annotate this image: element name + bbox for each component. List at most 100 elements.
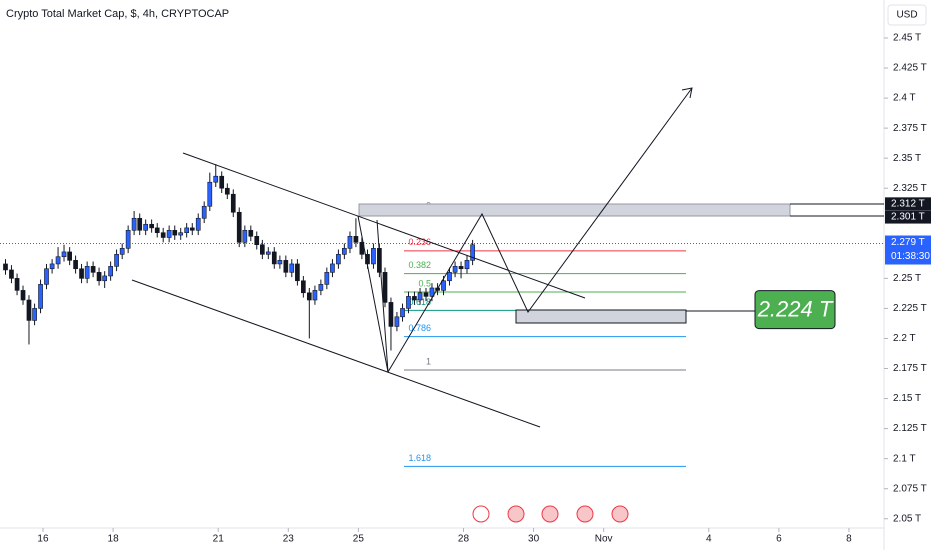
candle-body — [417, 292, 423, 301]
candle-body — [160, 232, 166, 238]
fib-label: 0.5 — [418, 278, 431, 288]
fib-label: 1.618 — [408, 453, 431, 463]
candle-body — [336, 254, 341, 265]
candle-body — [154, 227, 160, 233]
candle-body — [102, 275, 108, 282]
candle-body — [441, 280, 446, 291]
candle-body — [149, 223, 154, 229]
event-icons — [472, 505, 629, 523]
y-tick-label: 2.225 T — [893, 303, 927, 314]
candle-body — [283, 260, 289, 273]
candle-body — [295, 263, 300, 282]
candle-body — [44, 268, 49, 285]
candle-body — [412, 296, 417, 301]
y-tick-label: 2.075 T — [893, 483, 927, 494]
candle-body — [260, 244, 265, 255]
candle-body — [301, 280, 306, 294]
resistance-zone — [358, 203, 791, 217]
candle-body — [318, 284, 324, 291]
x-tick-label: 6 — [776, 534, 782, 545]
candle-body — [230, 193, 236, 213]
candle-body — [184, 227, 190, 233]
fib-label: 1 — [426, 356, 431, 366]
candle-body — [84, 266, 90, 279]
candle-body — [312, 290, 318, 301]
y-tick-label: 2.15 T — [893, 393, 921, 404]
candle-body — [406, 296, 411, 309]
x-tick-label: 23 — [283, 534, 295, 545]
candle-body — [49, 263, 55, 270]
candle-body — [464, 260, 470, 270]
candle-body — [219, 175, 225, 189]
candle-body — [330, 263, 335, 273]
candle-body — [242, 229, 248, 243]
event-icon[interactable] — [507, 505, 525, 523]
candle-body — [143, 223, 149, 231]
candle-body — [342, 248, 347, 255]
event-icon[interactable] — [472, 505, 490, 523]
event-icon[interactable] — [576, 505, 594, 523]
channel-line — [131, 279, 541, 428]
candle-body — [189, 227, 195, 231]
channel-line — [182, 152, 586, 299]
support-zone — [515, 309, 687, 324]
candle-body — [213, 175, 219, 183]
candle-body — [108, 266, 113, 277]
candle-body — [178, 232, 184, 236]
chart-title: Crypto Total Market Cap, $, 4h, CRYPTOCA… — [6, 8, 229, 20]
candle-body — [73, 260, 78, 270]
candle-body — [388, 302, 394, 327]
y-tick-label: 2.45 T — [893, 33, 921, 44]
projection-path — [387, 87, 693, 373]
drawings — [131, 87, 884, 428]
candle-body — [61, 251, 67, 258]
price-label-box — [885, 197, 931, 211]
price-label: 2.301 T — [891, 212, 925, 223]
candle-body — [400, 308, 405, 318]
candle-body — [32, 308, 37, 321]
candle-body — [248, 229, 254, 237]
candle-body — [166, 229, 172, 238]
last-price-box — [885, 235, 931, 265]
y-tick-label: 2.35 T — [893, 153, 921, 164]
last-price-label: 2.279 T — [891, 237, 925, 248]
candle-body — [423, 292, 429, 297]
candle-body — [458, 266, 464, 270]
countdown: 01:38:30 — [891, 251, 930, 262]
candle-body — [125, 229, 131, 249]
candle-body — [96, 272, 102, 282]
candle-body — [38, 284, 43, 309]
candle-body — [236, 211, 242, 243]
x-tick-label: Nov — [595, 534, 613, 545]
y-tick-label: 2.325 T — [893, 183, 927, 194]
event-icon[interactable] — [541, 505, 559, 523]
candle-body — [67, 251, 72, 261]
price-label-box — [885, 210, 931, 224]
candle-body — [131, 217, 137, 231]
candle-body — [90, 266, 96, 273]
candle-body — [447, 272, 452, 282]
candle-body — [394, 316, 400, 327]
candle-body — [254, 235, 260, 246]
candle-body — [79, 268, 84, 279]
candle-body — [207, 181, 213, 207]
event-icon[interactable] — [611, 505, 629, 523]
candle-body — [382, 272, 388, 303]
currency-box[interactable] — [887, 4, 927, 26]
candle-body — [429, 287, 435, 297]
x-tick-label: 25 — [353, 534, 365, 545]
candle-body — [324, 272, 330, 285]
candle-body — [195, 217, 201, 231]
y-tick-label: 2.175 T — [893, 363, 927, 374]
x-tick-label: 4 — [706, 534, 712, 545]
candle-body — [3, 263, 8, 271]
y-tick-label: 2.375 T — [893, 123, 927, 134]
currency-label: USD — [896, 10, 917, 21]
candle-body — [172, 229, 178, 236]
y-tick-label: 2.125 T — [893, 423, 927, 434]
y-tick-label: 2.1 T — [893, 453, 916, 464]
x-tick-label: 30 — [528, 534, 540, 545]
candle-body — [371, 248, 376, 265]
trend-line — [376, 219, 389, 373]
